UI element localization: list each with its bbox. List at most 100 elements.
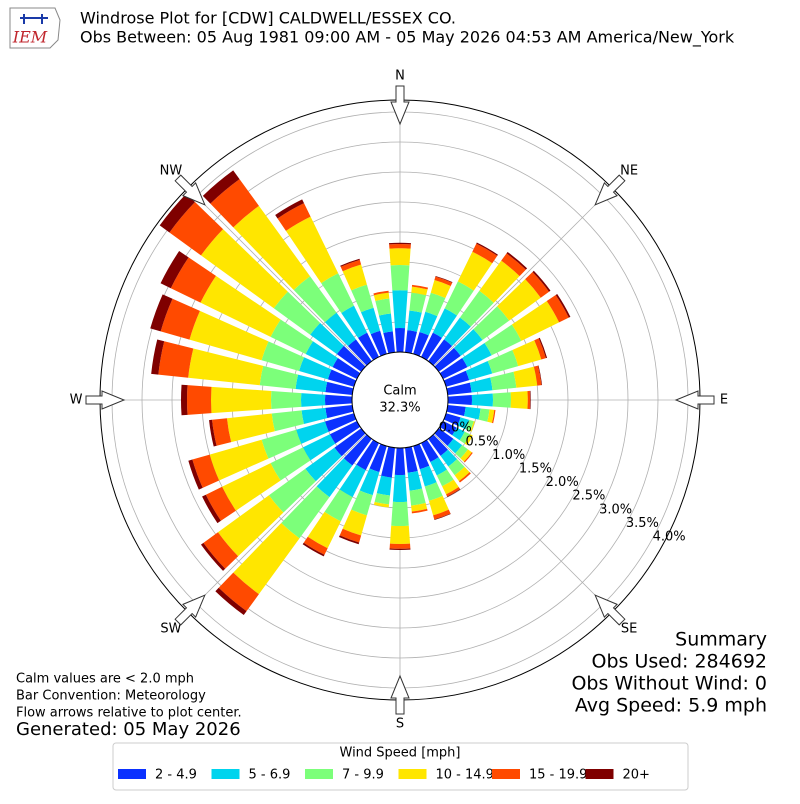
flow-arrow-shape — [85, 390, 126, 410]
bar-segment — [529, 390, 531, 410]
bar-segment — [376, 475, 392, 496]
bar-segment — [433, 509, 451, 520]
radial-grid-line — [171, 171, 629, 629]
bar-segment — [339, 464, 366, 498]
bar-segment — [389, 525, 411, 544]
bar-segment — [443, 370, 470, 387]
flow-arrow-shape — [390, 674, 410, 715]
summary: Obs Without Wind: 0 — [571, 673, 767, 695]
bar-segment — [434, 276, 453, 286]
bar-segment — [527, 390, 531, 410]
legend-label: 7 - 9.9 — [342, 768, 384, 783]
bar-segment — [271, 391, 302, 409]
compass-label: N — [395, 69, 405, 84]
bar-segment — [424, 482, 443, 501]
bar-segment — [476, 242, 498, 256]
bar-segment — [473, 306, 510, 341]
logo-text: IEM — [12, 28, 48, 47]
legend-swatch — [211, 769, 240, 779]
bar-segment — [303, 536, 328, 555]
bar-segment — [457, 251, 493, 291]
bar-segment — [457, 417, 470, 430]
bar-segment — [189, 310, 269, 361]
bar-segment — [159, 193, 195, 233]
bar-segment — [409, 292, 427, 313]
bar-segment — [459, 431, 471, 444]
legend-swatch — [492, 769, 520, 779]
bar-segment — [301, 407, 328, 424]
bar-segment — [458, 472, 471, 483]
bar-segment — [407, 310, 422, 332]
bar-segment — [464, 406, 481, 420]
bar-segment — [150, 294, 173, 332]
legend-box — [112, 742, 689, 791]
bar-segment — [472, 243, 498, 264]
bar-segment — [325, 413, 357, 432]
bar-segment — [170, 257, 216, 303]
bar-segment — [375, 298, 391, 316]
bar-segment — [261, 341, 305, 372]
bar-segment — [325, 405, 354, 419]
bar-segment — [442, 479, 459, 495]
bar-segment — [307, 511, 341, 549]
bar-segment — [513, 366, 538, 388]
bar-segment — [430, 457, 447, 476]
bar-segment — [226, 413, 275, 443]
bar-segment — [446, 405, 466, 416]
bar-segment — [389, 244, 411, 249]
generated: Generated: 05 May 2026 — [16, 719, 241, 740]
bar-segment — [469, 377, 493, 393]
bar-segment — [511, 301, 560, 341]
bar-segment — [487, 409, 495, 423]
bar-segment — [200, 275, 281, 337]
bar-segment — [381, 446, 395, 478]
summary: Obs Used: 284692 — [592, 651, 767, 673]
legend-swatch — [305, 769, 333, 779]
bar-segment — [439, 421, 457, 436]
r-tick-label: 1.5% — [519, 462, 552, 477]
bar-segment — [428, 434, 448, 456]
bar-segment — [277, 203, 311, 231]
bar-segment — [378, 313, 393, 334]
bar-segment — [394, 327, 406, 353]
bar-segment — [464, 434, 473, 446]
bar-segment — [465, 360, 493, 381]
bar-segment — [447, 438, 463, 454]
note: Calm values are < 2.0 mph — [16, 672, 194, 687]
bar-segment — [160, 298, 200, 340]
bar-segment — [356, 439, 379, 471]
flow-arrow-shape — [174, 174, 206, 206]
bar-segment — [334, 428, 366, 457]
bar-segment — [325, 381, 354, 395]
bar-segment — [222, 463, 281, 511]
bar-segment — [491, 409, 496, 424]
bar-segment — [209, 439, 269, 481]
bar-segment — [421, 439, 439, 463]
bar-segment — [160, 251, 189, 289]
bar-segment — [389, 248, 411, 266]
bar-segment — [383, 331, 395, 354]
radial-grid-line — [141, 141, 659, 659]
bar-segment — [392, 290, 408, 329]
bar-segment — [360, 307, 381, 335]
bar-segment — [202, 494, 221, 524]
bar-segment — [532, 270, 551, 292]
bar-segment — [432, 308, 458, 338]
bar-segment — [359, 468, 380, 496]
note: Flow arrows relative to plot center. — [16, 706, 242, 721]
flow-arrow-shape — [390, 85, 410, 126]
bar-segment — [447, 489, 461, 498]
bar-segment — [436, 469, 454, 487]
bar-segment — [434, 513, 451, 520]
calm-label: Calm — [383, 384, 416, 399]
flow-arrow — [594, 174, 626, 206]
bar-segment — [305, 341, 338, 368]
legend-swatch — [398, 769, 427, 779]
bar-segment — [462, 342, 492, 368]
r-tick-label: 4.0% — [653, 530, 686, 545]
bar-segment — [192, 454, 220, 488]
bar-segment — [340, 259, 362, 272]
bar-segment — [413, 331, 429, 357]
bar-segment — [546, 294, 569, 323]
bar-segment — [537, 365, 543, 386]
